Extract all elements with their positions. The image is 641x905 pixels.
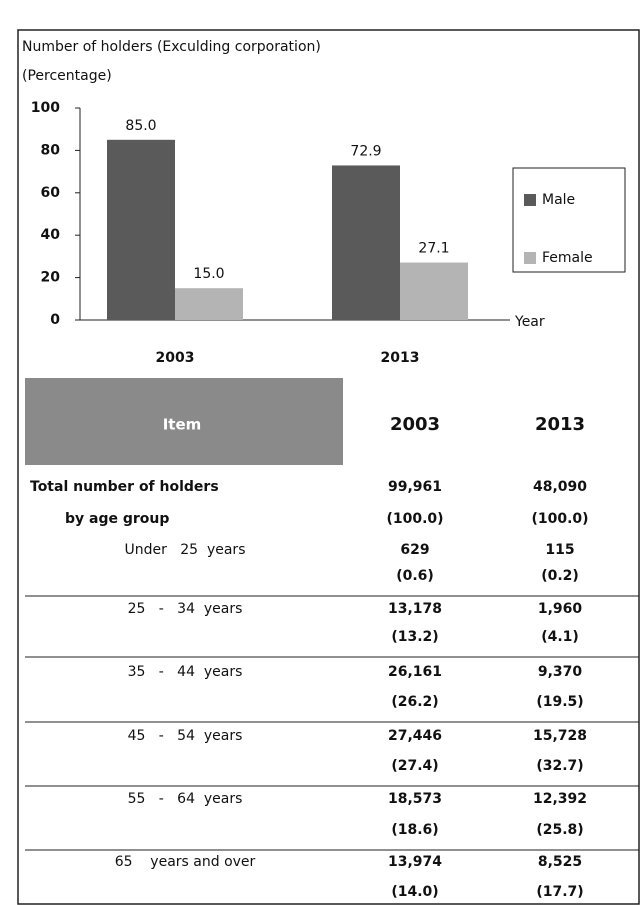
cell: (0.6) <box>396 568 434 584</box>
cell: (27.4) <box>391 758 438 774</box>
cell: (100.0) <box>386 511 443 527</box>
cell: 1,960 <box>538 601 583 617</box>
frame <box>17 29 640 905</box>
y-tick-label: 60 <box>41 185 61 201</box>
cell: 99,961 <box>388 479 442 495</box>
y-tick-label: 100 <box>31 100 60 116</box>
y-tick-label: 40 <box>41 227 61 243</box>
row-label: 25 - 34 years <box>128 601 243 617</box>
header-cell-text: Item <box>163 416 202 434</box>
cell: (100.0) <box>531 511 588 527</box>
cell: (18.6) <box>391 822 438 838</box>
value-label: 15.0 <box>193 266 224 282</box>
row-label: Under 25 years <box>125 542 246 558</box>
cell: (25.8) <box>536 822 583 838</box>
row-label: 35 - 44 years <box>128 664 243 680</box>
cell: 18,573 <box>388 791 442 807</box>
legend-label: Female <box>542 250 593 266</box>
cell: 13,178 <box>388 601 442 617</box>
bar <box>400 262 468 320</box>
header-cell-text: 2003 <box>390 414 440 435</box>
row-label: 65 years and over <box>115 854 256 870</box>
cell: 9,370 <box>538 664 583 680</box>
legend-label: Male <box>542 192 575 208</box>
cell: 12,392 <box>533 791 587 807</box>
y-tick-label: 0 <box>50 312 60 328</box>
cell: 26,161 <box>388 664 442 680</box>
bar <box>175 288 243 320</box>
value-label: 72.9 <box>350 143 381 159</box>
x-axis-label: Year <box>514 314 545 330</box>
cell: (14.0) <box>391 884 438 900</box>
chart-subtitle: (Percentage) <box>22 68 112 84</box>
y-tick-label: 20 <box>41 270 61 286</box>
cell: 48,090 <box>533 479 587 495</box>
cell: 27,446 <box>388 728 442 744</box>
cell: 13,974 <box>388 854 442 870</box>
chart-title: Number of holders (Exculding corporation… <box>22 39 321 55</box>
header-cell <box>25 378 343 465</box>
cell: (17.7) <box>536 884 583 900</box>
cell: (0.2) <box>541 568 579 584</box>
legend-swatch <box>524 252 536 264</box>
cell: 115 <box>545 542 574 558</box>
cell: (4.1) <box>541 629 579 645</box>
bar <box>332 165 400 320</box>
legend-swatch <box>524 194 536 206</box>
cell: 8,525 <box>538 854 582 870</box>
header-cell-text: 2013 <box>535 414 585 435</box>
x-tick-label: 2013 <box>381 350 420 366</box>
bar <box>107 139 175 320</box>
row-label: by age group <box>65 511 169 527</box>
value-label: 85.0 <box>125 118 156 134</box>
cell: (19.5) <box>536 694 583 710</box>
row-label: 55 - 64 years <box>128 791 243 807</box>
value-label: 27.1 <box>418 241 449 257</box>
cell: (13.2) <box>391 629 438 645</box>
cell: 15,728 <box>533 728 587 744</box>
cell: 629 <box>400 542 429 558</box>
cell: (26.2) <box>391 694 438 710</box>
row-label: 45 - 54 years <box>128 728 243 744</box>
x-tick-label: 2003 <box>156 350 195 366</box>
cell: (32.7) <box>536 758 583 774</box>
row-label: Total number of holders <box>30 479 219 495</box>
y-tick-label: 80 <box>41 142 61 158</box>
